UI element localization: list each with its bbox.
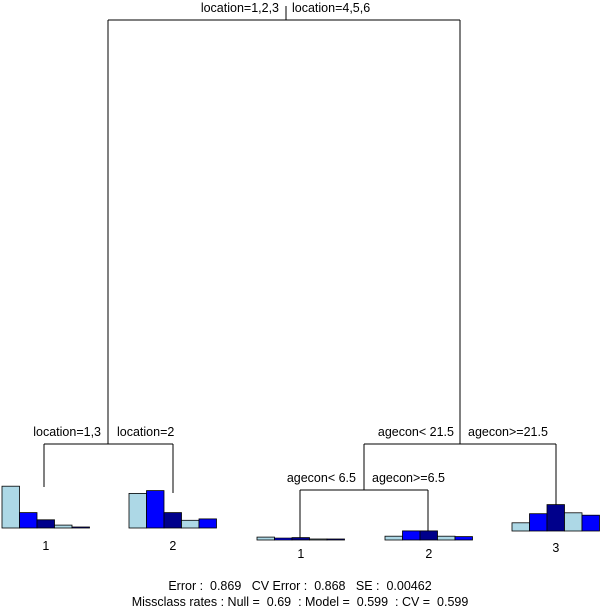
leaf-5-label: 3 — [552, 541, 559, 555]
right-right-label: agecon>=21.5 — [468, 425, 548, 439]
leaf-2-bar-1 — [128, 492, 147, 529]
leaf-3-bar-4 — [309, 538, 328, 541]
left-split: location=1,3 location=2 — [33, 425, 174, 493]
leaf-1: 1 — [1, 485, 90, 553]
left-right-label: location=2 — [117, 425, 174, 439]
error-summary: Error : 0.869 CV Error : 0.868 SE : 0.00… — [168, 579, 432, 593]
leaf-5-bar-3 — [546, 504, 565, 532]
leaf-4-bar-1 — [384, 535, 403, 541]
root-split: location=1,2,3 location=4,5,6 — [107, 1, 461, 444]
leaf-3: 1 — [256, 536, 345, 561]
leaf-3-bar-1 — [256, 536, 275, 541]
root-left-label: location=1,2,3 — [201, 1, 279, 15]
leaf-1-bar-5 — [71, 526, 90, 529]
leaf-nodes: 1 2 1 2 3 — [1, 485, 600, 561]
leaf-2-bar-3 — [163, 512, 182, 529]
left-left-label: location=1,3 — [33, 425, 101, 439]
leaf-4: 2 — [384, 530, 473, 561]
leaf-2-bar-5 — [198, 518, 217, 529]
leaf-3-label: 1 — [297, 547, 304, 561]
leaf-3-bar-5 — [326, 538, 345, 541]
leaf-1-label: 1 — [42, 539, 49, 553]
right-left-split: agecon< 6.5 agecon>=6.5 — [287, 471, 445, 538]
leaf-4-bar-2 — [402, 530, 421, 541]
leaf-5-bar-2 — [529, 513, 548, 532]
right-left-left-label: agecon< 6.5 — [287, 471, 356, 485]
leaf-1-bar-2 — [19, 512, 38, 529]
leaf-5-bar-5 — [581, 514, 600, 532]
leaf-2-label: 2 — [169, 539, 176, 553]
leaf-1-bar-4 — [54, 524, 73, 529]
right-left-right-label: agecon>=6.5 — [372, 471, 445, 485]
right-split: agecon< 21.5 agecon>=21.5 — [363, 425, 557, 507]
leaf-2: 2 — [128, 490, 217, 553]
leaf-5-bar-4 — [564, 512, 583, 532]
leaf-1-bar-3 — [36, 519, 55, 529]
leaf-3-bar-3 — [291, 537, 310, 541]
leaf-2-bar-2 — [146, 490, 165, 529]
leaf-2-bar-4 — [181, 519, 200, 529]
right-left-label: agecon< 21.5 — [378, 425, 454, 439]
leaf-4-bar-4 — [437, 535, 456, 541]
leaf-4-bar-5 — [454, 536, 473, 541]
root-right-label: location=4,5,6 — [292, 1, 370, 15]
leaf-5-bar-1 — [511, 522, 530, 532]
leaf-4-label: 2 — [425, 547, 432, 561]
missclass-summary: Missclass rates : Null = 0.69 : Model = … — [131, 595, 469, 609]
tree-diagram: location=1,2,3 location=4,5,6 location=1… — [1, 1, 600, 561]
leaf-4-bar-3 — [419, 530, 438, 541]
leaf-3-bar-2 — [274, 537, 293, 541]
leaf-5: 3 — [511, 504, 600, 555]
leaf-1-bar-1 — [1, 485, 20, 529]
